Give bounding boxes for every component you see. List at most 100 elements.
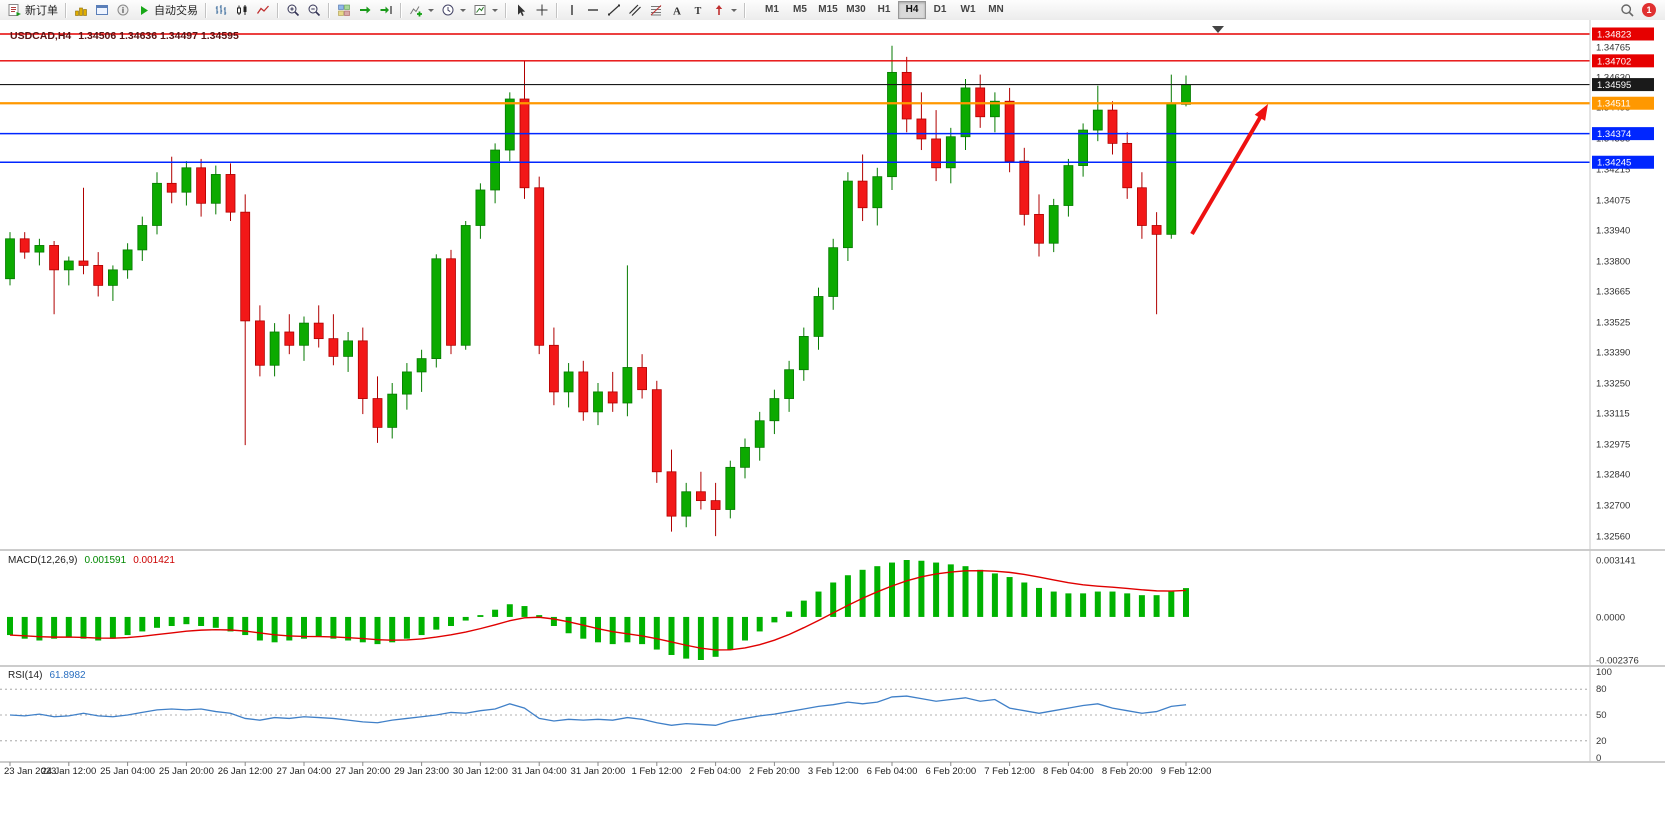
svg-text:6 Feb 20:00: 6 Feb 20:00 [925,766,976,777]
periods-button[interactable] [438,1,469,19]
timeframe-d1[interactable]: D1 [933,4,947,15]
chart-shift-button[interactable] [376,1,396,19]
svg-text:24 Jan 12:00: 24 Jan 12:00 [41,766,96,777]
info-circle-icon: i [116,3,130,17]
price-label-box [1592,155,1654,169]
text-button[interactable]: A [667,1,687,19]
svg-text:3 Feb 12:00: 3 Feb 12:00 [808,766,859,777]
svg-text:1.34595: 1.34595 [1597,80,1631,91]
auto-scroll-icon [358,3,372,17]
auto-scroll-button[interactable] [355,1,375,19]
fibonacci-button[interactable] [646,1,666,19]
svg-text:1.34630: 1.34630 [1596,72,1630,83]
svg-text:-0.002376: -0.002376 [1596,656,1639,667]
new-order-label: 新订单 [25,5,58,17]
vertical-line-icon [565,3,579,17]
channel-button[interactable] [625,1,645,19]
trendline-button[interactable] [604,1,624,19]
svg-text:1.32700: 1.32700 [1596,501,1630,512]
profiles-button[interactable] [92,1,112,19]
bar-gold-chart-icon [74,3,88,17]
svg-text:1.33250: 1.33250 [1596,379,1630,390]
svg-text:8 Feb 20:00: 8 Feb 20:00 [1102,766,1153,777]
svg-text:1.32975: 1.32975 [1596,440,1630,451]
main-toolbar: 新订单 i 自动交易 A T M1 M5 M15 M30 H1 H4 D1 W1… [0,0,1665,21]
timeframe-m30[interactable]: M30 [846,4,866,15]
arrows-button[interactable] [709,1,740,19]
price-label-box [1592,96,1654,110]
svg-text:0.003141: 0.003141 [1596,556,1636,567]
svg-text:1.34823: 1.34823 [1597,29,1631,40]
toolbar-separator [65,2,67,18]
auto-trading-label: 自动交易 [154,5,198,17]
horizontal-line-icon [586,3,600,17]
cursor-button[interactable] [511,1,531,19]
toolbar-separator [556,2,558,18]
svg-text:25 Jan 20:00: 25 Jan 20:00 [159,766,214,777]
chart-window[interactable]: 1.347651.346301.344951.343551.342151.340… [0,20,1665,833]
svg-text:8 Feb 04:00: 8 Feb 04:00 [1043,766,1094,777]
crosshair-button[interactable] [532,1,552,19]
rsi-label: RSI(14) 61.8982 [8,670,86,681]
tile-windows-button[interactable] [334,1,354,19]
timeframe-m1[interactable]: M1 [765,4,779,15]
generated-chart-layers: 1.347651.346301.344951.343551.342151.340… [0,20,1665,777]
horizontal-line-button[interactable] [583,1,603,19]
svg-text:1.33940: 1.33940 [1596,225,1630,236]
macd-histogram [7,560,1189,660]
zoom-out-button[interactable] [304,1,324,19]
alerts-button[interactable]: i [113,1,133,19]
timeframe-mn[interactable]: MN [988,4,1004,15]
chart-shift-marker[interactable] [1212,26,1224,33]
chevron-down-icon [492,8,498,12]
svg-text:i: i [122,6,124,15]
charts-button[interactable] [71,1,91,19]
notification-badge[interactable]: 1 [1642,3,1656,17]
trend-arrow-annotation[interactable] [1190,111,1265,236]
zoom-in-button[interactable] [283,1,303,19]
chevron-down-icon [460,8,466,12]
svg-text:1.33525: 1.33525 [1596,318,1630,329]
chevron-down-icon [428,8,434,12]
svg-text:30 Jan 12:00: 30 Jan 12:00 [453,766,508,777]
text-a-icon: A [670,3,684,18]
timeframe-h4[interactable]: H4 [898,1,926,19]
toolbar-separator [505,2,507,18]
svg-text:0.0000: 0.0000 [1596,612,1625,623]
svg-text:1.33115: 1.33115 [1596,408,1630,419]
toolbar-separator [328,2,330,18]
svg-text:80: 80 [1596,684,1607,695]
vertical-line-button[interactable] [562,1,582,19]
new-order-button[interactable]: 新订单 [5,1,61,19]
auto-trading-button[interactable]: 自动交易 [134,1,201,19]
svg-text:1.32840: 1.32840 [1596,469,1630,480]
svg-text:T: T [695,6,702,17]
timeframe-toolbar: M1 M5 M15 M30 H1 H4 D1 W1 MN [758,1,1010,19]
svg-text:A: A [673,6,681,18]
price-axis-ticks: 1.347651.346301.344951.343551.342151.340… [1596,42,1630,542]
candlestick-icon [235,3,249,17]
text-label-button[interactable]: T [688,1,708,19]
line-chart-button[interactable] [253,1,273,19]
price-lines-layer: 1.34823 1.34702 1.34595 1.34511 1.34374 1.342… [0,27,1654,169]
channel-icon [628,3,642,17]
timeframe-m15[interactable]: M15 [818,4,838,15]
add-indicator-icon [409,3,423,17]
svg-text:7 Feb 12:00: 7 Feb 12:00 [984,766,1035,777]
window-icon [95,3,109,17]
templates-button[interactable] [470,1,501,19]
timeframe-h1[interactable]: H1 [877,4,891,15]
search-button[interactable] [1617,1,1637,19]
indicators-button[interactable] [406,1,437,19]
svg-text:9 Feb 12:00: 9 Feb 12:00 [1161,766,1212,777]
timeframe-w1[interactable]: W1 [960,4,976,15]
macd-label: MACD(12,26,9) 0.001591 0.001421 [8,555,175,566]
price-chart-canvas[interactable]: 1.347651.346301.344951.343551.342151.340… [0,20,1665,833]
candlestick-chart-button[interactable] [232,1,252,19]
chart-title: USDCAD,H4 1.34506 1.34636 1.34497 1.34595 [10,30,239,42]
bar-chart-button[interactable] [211,1,231,19]
zoom-out-icon [307,3,321,17]
timeframe-m5[interactable]: M5 [793,4,807,15]
